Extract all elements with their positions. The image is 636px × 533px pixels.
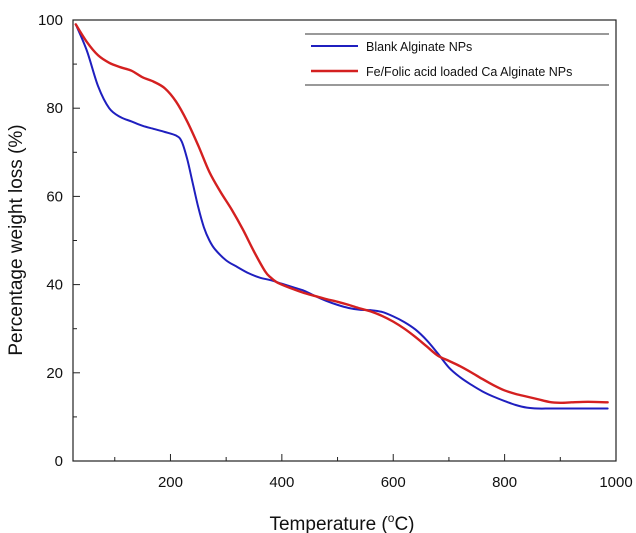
y-tick-label: 20 [46,365,63,382]
x-tick-label: 400 [269,474,294,491]
series-layer [74,23,609,410]
x-tick-label: 1000 [599,474,632,491]
ticks-layer: 200 400 600 800 1000 0 20 40 60 80 100 [38,12,633,491]
y-tick-label: 60 [46,188,63,205]
y-tick-label: 40 [46,277,63,294]
series-line-loaded-ca-alginate [74,23,609,404]
legend-label-loaded: Fe/Folic acid loaded Ca Alginate NPs [366,65,572,79]
legend-label-blank: Blank Alginate NPs [366,40,472,54]
x-axis-title: Temperature (oC) [269,511,414,533]
y-tick-label: 0 [55,453,63,470]
plot-area [73,20,616,461]
y-axis-title: Percentage weight loss (%) [6,124,27,355]
x-axis-title-main: Temperature ( [269,514,388,533]
y-tick-label: 100 [38,12,63,29]
x-axis-title-sup: o [388,511,395,525]
plot-frame [72,19,617,462]
x-tick-label: 600 [381,474,406,491]
x-tick-label: 800 [492,474,517,491]
x-tick-label: 200 [158,474,183,491]
x-axis-title-tail: C) [394,514,414,533]
y-tick-label: 80 [46,100,63,117]
legend: Blank Alginate NPs Fe/Folic acid loaded … [305,33,609,86]
